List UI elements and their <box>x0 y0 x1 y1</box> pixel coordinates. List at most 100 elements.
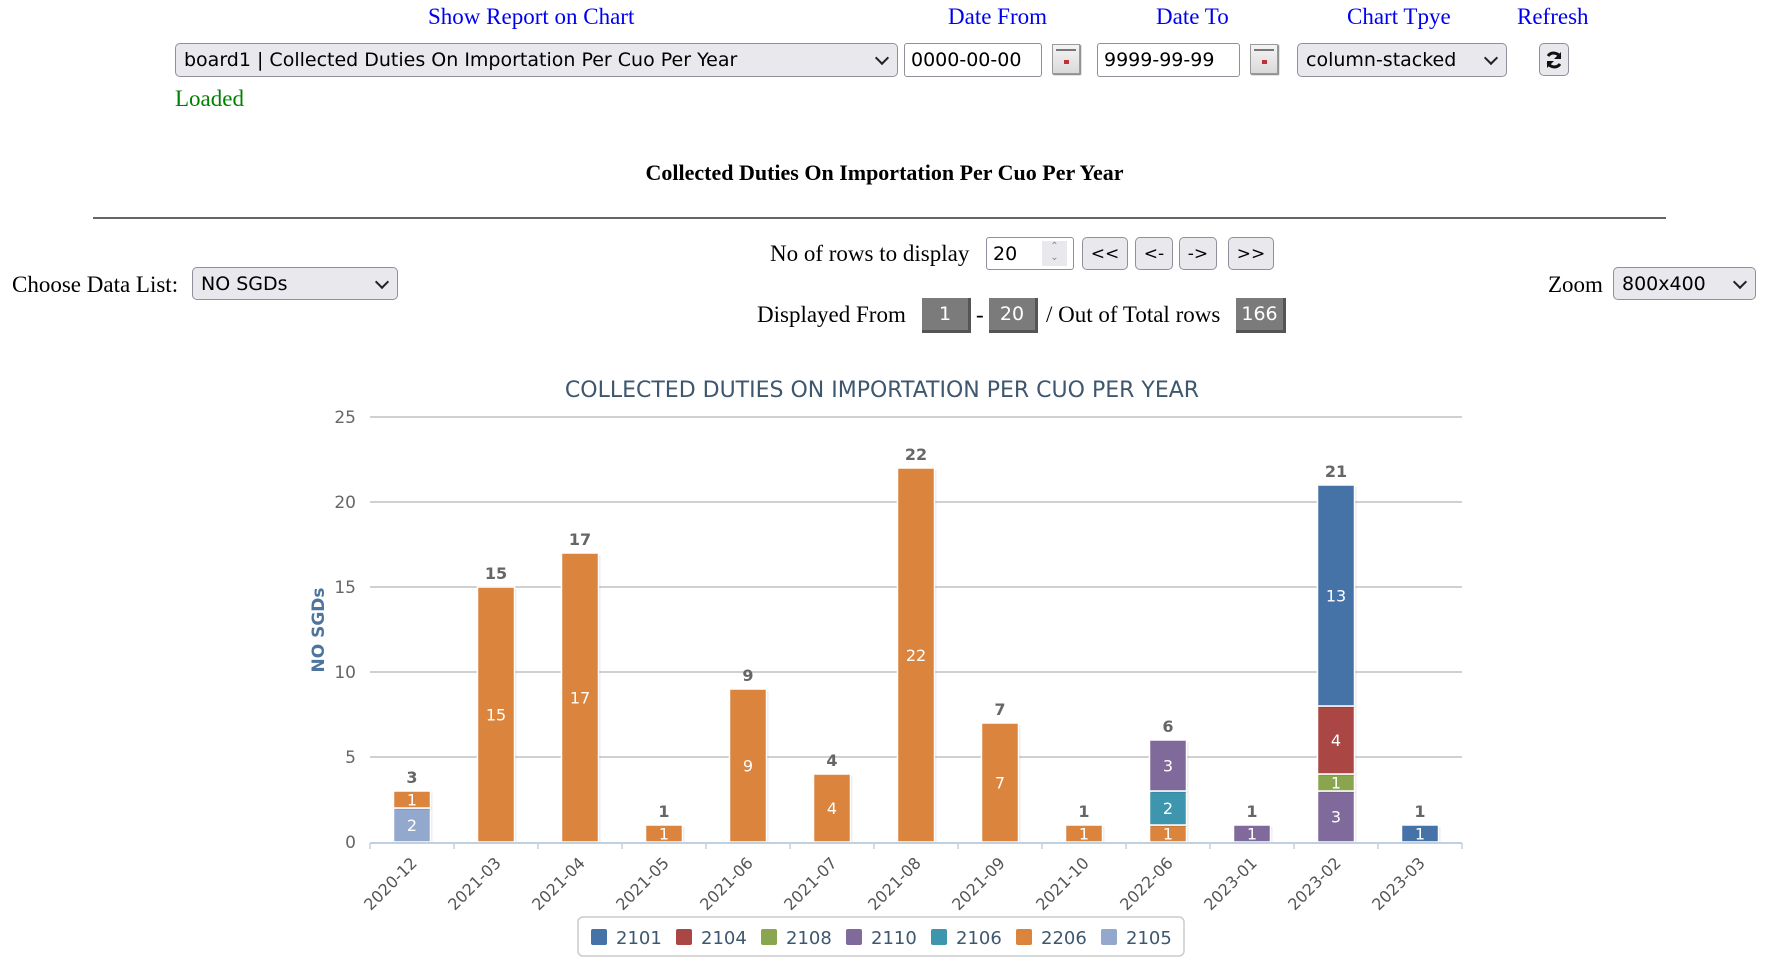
date-to-label: Date To <box>1156 4 1229 29</box>
legend-item-2206[interactable]: 2206 <box>1016 928 1087 949</box>
rows-value: 20 <box>993 242 1018 265</box>
separator <box>93 217 1666 219</box>
refresh-label: Refresh <box>1517 4 1589 29</box>
range-dash: - <box>976 302 984 327</box>
segment-label: 1 <box>1247 825 1257 844</box>
y-tick-label: 0 <box>345 833 356 853</box>
bar-segment-2206 <box>812 773 852 843</box>
displayed-from-label: Displayed From <box>757 302 906 327</box>
report-select[interactable]: board1 | Collected Duties On Importation… <box>175 43 898 77</box>
x-tick-label: 2021-08 <box>864 853 925 914</box>
total-label: 1 <box>1246 802 1257 821</box>
segment-label: 1 <box>1163 825 1173 844</box>
x-tick-label: 2023-02 <box>1284 853 1345 914</box>
report-title: Collected Duties On Importation Per Cuo … <box>645 160 1124 185</box>
total-label: 6 <box>1162 717 1173 736</box>
bar-segment-2106 <box>1148 790 1188 826</box>
calendar-icon[interactable] <box>1250 44 1278 74</box>
x-tick-label: 2021-05 <box>612 853 673 914</box>
total-label: 17 <box>569 530 591 549</box>
x-tick-label: 2021-03 <box>444 853 505 914</box>
bar-segment-2206 <box>728 688 768 843</box>
chart-type-select[interactable]: column-stacked <box>1297 43 1507 77</box>
legend-swatch <box>761 929 777 945</box>
rows-input[interactable]: 20 ⌃ ⌄ <box>986 237 1074 270</box>
first-page-button[interactable]: << <box>1082 237 1128 270</box>
zoom-value: 800x400 <box>1622 272 1706 295</box>
zoom-label: Zoom <box>1548 272 1603 297</box>
date-to-value: 9999-99-99 <box>1104 49 1215 71</box>
x-tick-label: 2021-04 <box>528 853 589 914</box>
zoom-select[interactable]: 800x400 <box>1613 267 1756 300</box>
x-tick-label: 2022-06 <box>1116 853 1177 914</box>
from-value: 1 <box>922 298 971 333</box>
y-tick-label: 25 <box>334 408 356 428</box>
legend-label: 2104 <box>701 928 747 949</box>
segment-label: 13 <box>1326 587 1346 606</box>
segment-label: 22 <box>906 646 926 665</box>
date-from-input[interactable]: 0000-00-00 <box>904 43 1042 77</box>
last-page-button[interactable]: >> <box>1228 237 1274 270</box>
report-select-value: board1 | Collected Duties On Importation… <box>184 49 738 71</box>
total-label: 15 <box>485 564 507 583</box>
calendar-icon[interactable] <box>1052 44 1080 74</box>
legend-swatch <box>676 929 692 945</box>
x-tick-label: 2021-06 <box>696 853 757 914</box>
prev-page-button[interactable]: <- <box>1135 237 1173 270</box>
segment-label: 15 <box>486 706 506 725</box>
date-from-label: Date From <box>948 4 1048 29</box>
legend-swatch <box>846 929 862 945</box>
legend-swatch <box>591 929 607 945</box>
x-tick-label: 2021-10 <box>1032 853 1093 914</box>
legend-label: 2206 <box>1041 928 1087 949</box>
bar-segment-2104 <box>1316 705 1356 775</box>
segment-label: 7 <box>995 774 1005 793</box>
segment-label: 3 <box>1331 808 1341 827</box>
to-value: 20 <box>989 298 1038 333</box>
segment-label: 1 <box>1415 825 1425 844</box>
show-report-label: Show Report on Chart <box>428 4 635 29</box>
legend-item-2105[interactable]: 2105 <box>1101 928 1172 949</box>
total-label: 4 <box>826 751 837 770</box>
segment-label: 1 <box>1331 774 1341 793</box>
legend-item-2101[interactable]: 2101 <box>591 928 662 949</box>
segment-label: 3 <box>1163 757 1173 776</box>
segment-label: 1 <box>659 825 669 844</box>
x-tick-label: 2023-03 <box>1368 853 1429 914</box>
bar-segment-2110 <box>1316 790 1356 843</box>
chart-type-label: Chart Tpye <box>1347 4 1451 29</box>
legend-label: 2106 <box>956 928 1002 949</box>
segment-label: 2 <box>407 816 417 835</box>
spinner-icon[interactable]: ⌃ ⌄ <box>1042 241 1067 266</box>
bar-segment-2206 <box>392 790 432 809</box>
rows-label: No of rows to display <box>770 241 970 266</box>
x-tick-label: 2023-01 <box>1200 853 1261 914</box>
legend-swatch <box>931 929 947 945</box>
legend-label: 2105 <box>1126 928 1172 949</box>
data-list-value: NO SGDs <box>201 272 288 295</box>
legend <box>577 916 1185 957</box>
bar-segment-2101 <box>1316 484 1356 707</box>
legend-label: 2101 <box>616 928 662 949</box>
total-label: 7 <box>994 700 1005 719</box>
legend-item-2104[interactable]: 2104 <box>676 928 747 949</box>
bar-segment-2206 <box>980 722 1020 843</box>
date-to-input[interactable]: 9999-99-99 <box>1097 43 1240 77</box>
segment-label: 2 <box>1163 799 1173 818</box>
next-page-button[interactable]: -> <box>1179 237 1217 270</box>
data-list-select[interactable]: NO SGDs <box>192 267 398 300</box>
x-tick-label: 2021-09 <box>948 853 1009 914</box>
total-label: 21 <box>1325 462 1347 481</box>
bar-segment-2110 <box>1148 739 1188 792</box>
segment-label: 4 <box>827 799 837 818</box>
chart-title: COLLECTED DUTIES ON IMPORTATION PER CUO … <box>565 378 1199 403</box>
segment-label: 17 <box>570 689 590 708</box>
total-label: 9 <box>742 666 753 685</box>
total-label: 1 <box>658 802 669 821</box>
refresh-button[interactable] <box>1539 43 1569 76</box>
legend-item-2108[interactable]: 2108 <box>761 928 832 949</box>
legend-item-2106[interactable]: 2106 <box>931 928 1002 949</box>
segment-label: 1 <box>1079 825 1089 844</box>
legend-item-2110[interactable]: 2110 <box>846 928 917 949</box>
